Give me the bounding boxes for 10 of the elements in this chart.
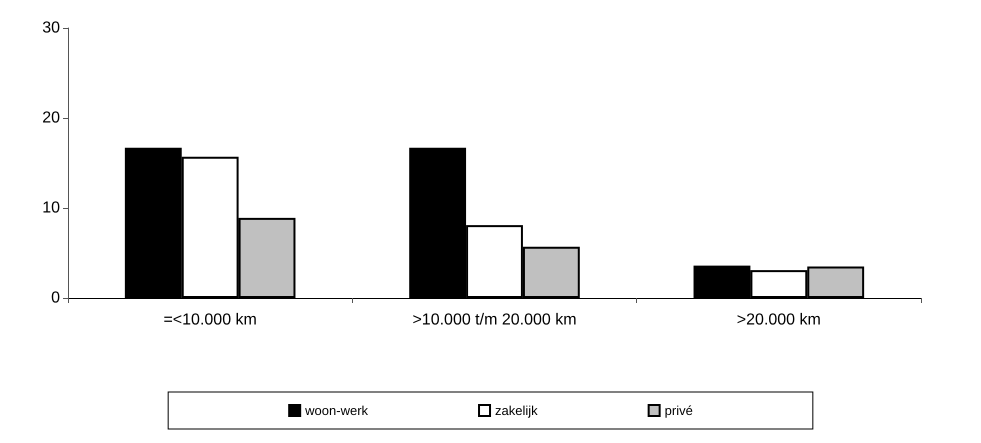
y-tick-label: 20 (42, 110, 60, 126)
y-tick-label: 10 (42, 200, 60, 216)
y-tick-label: 0 (51, 290, 60, 306)
x-tick-label: >10.000 t/m 20.000 km (412, 312, 577, 328)
x-tick-label: >20.000 km (736, 312, 821, 328)
legend-label: privé (664, 403, 693, 418)
legend-label: woon-werk (304, 403, 369, 418)
legend-label: zakelijk (495, 403, 538, 418)
x-tick-label: =<10.000 km (163, 312, 257, 328)
y-tick-label: 30 (42, 20, 60, 36)
